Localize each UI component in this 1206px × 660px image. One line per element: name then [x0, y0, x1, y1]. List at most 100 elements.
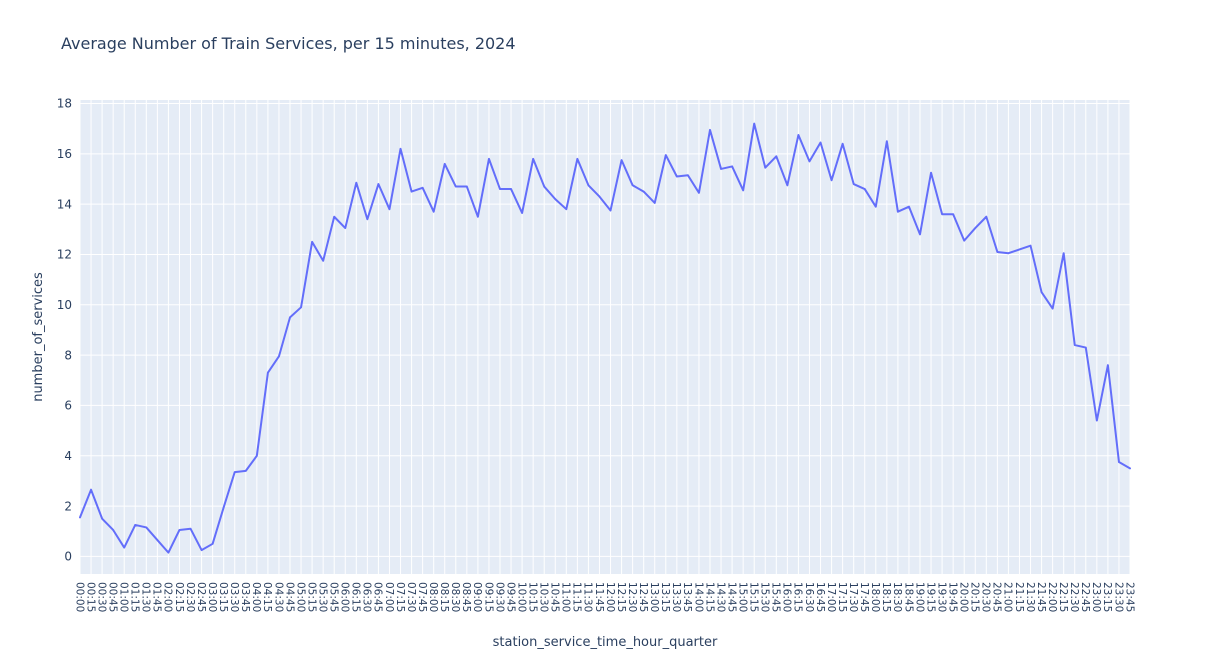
x-tick-label: 14:45: [725, 582, 737, 612]
x-tick-label: 14:15: [703, 582, 715, 612]
x-tick-label: 13:00: [648, 582, 660, 612]
x-tick-label: 01:45: [151, 582, 163, 612]
x-tick-label: 18:45: [902, 582, 914, 612]
x-tick-label: 23:00: [1090, 582, 1102, 612]
x-tick-label: 08:30: [449, 582, 461, 612]
x-tick-label: 21:45: [1035, 582, 1047, 612]
x-tick-label: 11:00: [560, 582, 572, 612]
vertical-gridlines: [79, 100, 1131, 574]
x-axis-title: station_service_time_hour_quarter: [493, 635, 718, 650]
x-tick-label: 17:15: [836, 582, 848, 612]
x-tick-label: 21:30: [1024, 582, 1036, 612]
x-tick-label: 03:45: [239, 582, 251, 612]
y-axis-tick-labels: 0 2 4 6 8 10 12 14 16 18: [57, 97, 72, 564]
x-tick-label: 04:15: [261, 582, 273, 612]
x-tick-label: 06:30: [361, 582, 373, 612]
x-tick-label: 19:00: [913, 582, 925, 612]
x-tick-label: 07:45: [416, 582, 428, 612]
x-tick-label: 03:15: [217, 582, 229, 612]
x-tick-label: 07:00: [383, 582, 395, 612]
x-tick-label: 04:45: [283, 582, 295, 612]
x-tick-label: 00:30: [95, 582, 107, 612]
x-tick-label: 15:45: [770, 582, 782, 612]
x-tick-label: 02:15: [173, 582, 185, 612]
x-tick-label: 19:45: [946, 582, 958, 612]
y-tick-label: 12: [57, 248, 72, 262]
x-tick-label: 01:30: [140, 582, 152, 612]
x-tick-label: 22:15: [1057, 582, 1069, 612]
x-tick-label: 08:15: [438, 582, 450, 612]
x-tick-label: 01:00: [118, 582, 130, 612]
x-tick-label: 16:00: [781, 582, 793, 612]
y-tick-label: 0: [64, 550, 72, 564]
x-tick-label: 14:00: [692, 582, 704, 612]
x-tick-label: 04:00: [250, 582, 262, 612]
plot-background: [80, 100, 1130, 574]
x-tick-label: 05:00: [294, 582, 306, 612]
x-tick-label: 08:45: [460, 582, 472, 612]
x-tick-label: 16:30: [803, 582, 815, 612]
x-tick-label: 11:30: [582, 582, 594, 612]
x-tick-label: 20:45: [991, 582, 1003, 612]
x-tick-label: 15:30: [759, 582, 771, 612]
x-tick-label: 14:30: [714, 582, 726, 612]
x-tick-label: 16:15: [792, 582, 804, 612]
x-tick-label: 22:30: [1068, 582, 1080, 612]
x-tick-label: 20:00: [958, 582, 970, 612]
x-tick-label: 05:30: [316, 582, 328, 612]
data-line-series: [79, 122, 1131, 554]
x-axis-tick-labels: 00:00 00:15 00:30 00:45 01:00 01:15 01:30 01:45…: [73, 582, 1135, 612]
chart-title: Average Number of Train Services, per 15…: [61, 34, 516, 53]
x-tick-label: 06:45: [372, 582, 384, 612]
y-tick-label: 8: [64, 348, 72, 362]
x-tick-label: 07:15: [394, 582, 406, 612]
x-tick-label: 11:15: [571, 582, 583, 612]
x-tick-label: 15:15: [748, 582, 760, 612]
x-tick-label: 10:30: [538, 582, 550, 612]
x-tick-label: 20:30: [980, 582, 992, 612]
x-tick-label: 10:00: [515, 582, 527, 612]
y-tick-label: 14: [57, 197, 72, 211]
x-tick-label: 22:00: [1046, 582, 1058, 612]
x-tick-label: 10:15: [526, 582, 538, 612]
x-tick-label: 00:00: [73, 582, 85, 612]
x-tick-label: 23:15: [1101, 582, 1113, 612]
x-tick-label: 02:45: [195, 582, 207, 612]
x-tick-label: 06:00: [339, 582, 351, 612]
x-tick-label: 11:45: [593, 582, 605, 612]
x-tick-label: 18:30: [891, 582, 903, 612]
y-tick-label: 16: [57, 147, 72, 161]
x-tick-label: 19:30: [935, 582, 947, 612]
x-tick-label: 05:45: [328, 582, 340, 612]
x-tick-label: 17:45: [858, 582, 870, 612]
x-tick-label: 02:30: [184, 582, 196, 612]
x-tick-label: 17:00: [825, 582, 837, 612]
x-tick-label: 20:15: [969, 582, 981, 612]
x-tick-label: 23:45: [1123, 582, 1135, 612]
x-tick-label: 16:45: [814, 582, 826, 612]
x-tick-label: 22:45: [1079, 582, 1091, 612]
horizontal-gridlines: [80, 103, 1130, 557]
x-tick-label: 04:30: [272, 582, 284, 612]
x-tick-label: 12:00: [604, 582, 616, 612]
x-tick-label: 03:00: [206, 582, 218, 612]
x-tick-label: 21:00: [1002, 582, 1014, 612]
x-tick-label: 12:45: [637, 582, 649, 612]
x-tick-label: 09:15: [482, 582, 494, 612]
x-tick-label: 21:15: [1013, 582, 1025, 612]
x-tick-label: 13:15: [659, 582, 671, 612]
x-tick-label: 12:15: [615, 582, 627, 612]
x-tick-label: 18:00: [869, 582, 881, 612]
x-tick-label: 07:30: [405, 582, 417, 612]
x-tick-label: 19:15: [924, 582, 936, 612]
x-tick-label: 00:15: [84, 582, 96, 612]
y-tick-label: 4: [64, 449, 72, 463]
x-tick-label: 05:15: [305, 582, 317, 612]
y-axis-title: number_of_services: [31, 272, 46, 402]
x-tick-label: 13:45: [681, 582, 693, 612]
x-tick-label: 10:45: [549, 582, 561, 612]
x-tick-label: 08:00: [427, 582, 439, 612]
y-tick-label: 2: [64, 499, 72, 513]
